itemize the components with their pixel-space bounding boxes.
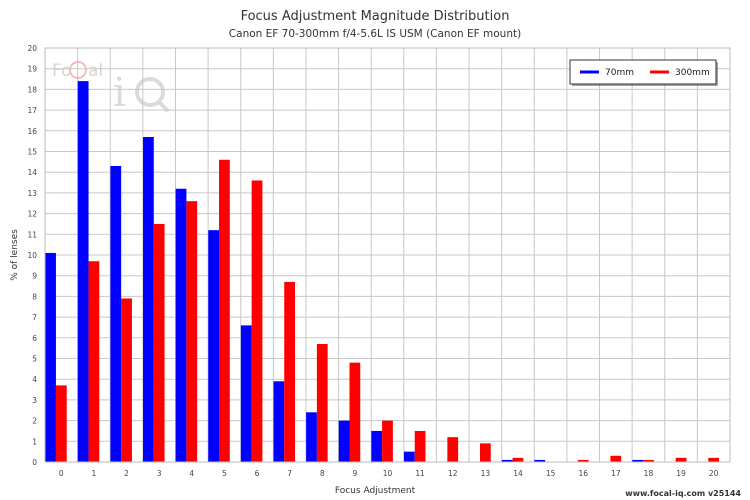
y-axis-label: % of lenses: [10, 229, 20, 281]
legend-label-70mm: 70mm: [605, 68, 634, 78]
bar-300mm-4: [186, 201, 198, 462]
bar-300mm-5: [219, 159, 230, 462]
bars: [45, 81, 720, 463]
bar-70mm-14: [501, 459, 513, 462]
bar-70mm-9: [338, 420, 350, 462]
x-tick-label: 19: [676, 469, 686, 478]
bar-300mm-20: [708, 457, 720, 462]
x-tick-label: 12: [448, 469, 458, 478]
y-tick-label: 14: [27, 168, 37, 177]
y-tick-label: 4: [32, 375, 37, 384]
chart-subtitle: Canon EF 70-300mm f/4-5.6L IS USM (Canon…: [229, 28, 521, 40]
y-tick-label: 13: [27, 189, 37, 198]
bar-300mm-9: [349, 362, 361, 462]
x-tick-label: 2: [124, 469, 129, 478]
bar-300mm-11: [414, 430, 426, 462]
bar-70mm-1: [77, 81, 89, 463]
bar-70mm-2: [110, 165, 122, 463]
focal-iq-watermark-logo: Fo al i: [52, 61, 170, 116]
bar-70mm-6: [240, 325, 252, 462]
x-tick-label: 7: [287, 469, 292, 478]
y-tick-label: 15: [27, 148, 37, 157]
x-tick-label: 15: [546, 469, 556, 478]
bar-300mm-0: [55, 385, 67, 462]
y-tick-label: 12: [27, 210, 37, 219]
svg-text:Fo: Fo: [52, 61, 72, 81]
bar-70mm-4: [175, 188, 187, 462]
y-tick-label: 0: [32, 458, 37, 467]
bar-300mm-12: [447, 437, 459, 462]
footer-credit: www.focal-iq.com v25144: [625, 489, 741, 498]
bar-300mm-10: [382, 420, 393, 462]
plot-frame: [44, 47, 731, 463]
x-tick-labels: 0 1 2 3 4 5 6 7 8 9 10 11 12 13 14 15 16 17 18 19 20: [59, 469, 719, 478]
bar-300mm-18: [643, 459, 654, 462]
bar-70mm-3: [143, 137, 154, 462]
y-tick-label: 3: [32, 396, 37, 405]
x-tick-label: 14: [513, 469, 523, 478]
bar-300mm-7: [284, 281, 296, 462]
bar-70mm-15: [534, 459, 546, 462]
bar-70mm-11: [403, 451, 415, 462]
y-tick-label: 2: [32, 417, 37, 426]
x-tick-label: 20: [709, 469, 719, 478]
bar-70mm-10: [371, 430, 383, 462]
svg-text:i: i: [113, 70, 126, 116]
x-tick-label: 18: [644, 469, 654, 478]
y-tick-label: 1: [32, 437, 37, 446]
x-tick-label: 10: [383, 469, 393, 478]
y-tick-label: 18: [27, 85, 37, 94]
x-axis-label: Focus Adjustment: [335, 486, 416, 496]
bar-300mm-13: [479, 443, 491, 462]
chart-title: Focus Adjustment Magnitude Distribution: [241, 9, 510, 24]
svg-text:al: al: [88, 61, 103, 81]
bar-300mm-16: [577, 459, 589, 462]
y-tick-label: 8: [32, 292, 37, 301]
x-tick-label: 9: [352, 469, 357, 478]
y-tick-label: 6: [32, 334, 37, 343]
x-tick-label: 0: [59, 469, 64, 478]
y-tick-label: 19: [27, 65, 37, 74]
bar-300mm-14: [512, 457, 524, 462]
bar-300mm-6: [251, 180, 263, 463]
x-tick-label: 3: [157, 469, 162, 478]
x-tick-label: 8: [320, 469, 325, 478]
y-tick-label: 10: [27, 251, 37, 260]
x-tick-label: 4: [189, 469, 194, 478]
bar-300mm-1: [88, 261, 100, 462]
x-tick-label: 1: [92, 469, 97, 478]
bar-300mm-3: [153, 223, 165, 462]
y-tick-label: 9: [32, 272, 37, 281]
legend: 70mm 300mm: [569, 59, 718, 86]
x-tick-label: 6: [255, 469, 260, 478]
y-tick-label: 17: [27, 106, 37, 115]
bar-70mm-8: [306, 412, 317, 462]
y-tick-label: 20: [27, 44, 37, 53]
bar-70mm-5: [208, 230, 220, 462]
bar-300mm-19: [675, 457, 687, 462]
y-tick-label: 11: [27, 230, 37, 239]
bar-70mm-18: [632, 459, 644, 462]
legend-label-300mm: 300mm: [675, 68, 710, 78]
x-tick-label: 11: [415, 469, 425, 478]
x-tick-label: 17: [611, 469, 621, 478]
bar-300mm-2: [121, 298, 132, 462]
x-tick-label: 5: [222, 469, 227, 478]
bar-300mm-17: [610, 455, 622, 462]
x-tick-label: 16: [578, 469, 588, 478]
bar-70mm-7: [273, 381, 285, 462]
x-tick-label: 13: [481, 469, 491, 478]
y-tick-label: 16: [27, 127, 37, 136]
bar-70mm-0: [45, 252, 56, 462]
bar-300mm-8: [316, 344, 328, 462]
y-tick-label: 7: [32, 313, 37, 322]
y-tick-label: 5: [32, 355, 37, 364]
